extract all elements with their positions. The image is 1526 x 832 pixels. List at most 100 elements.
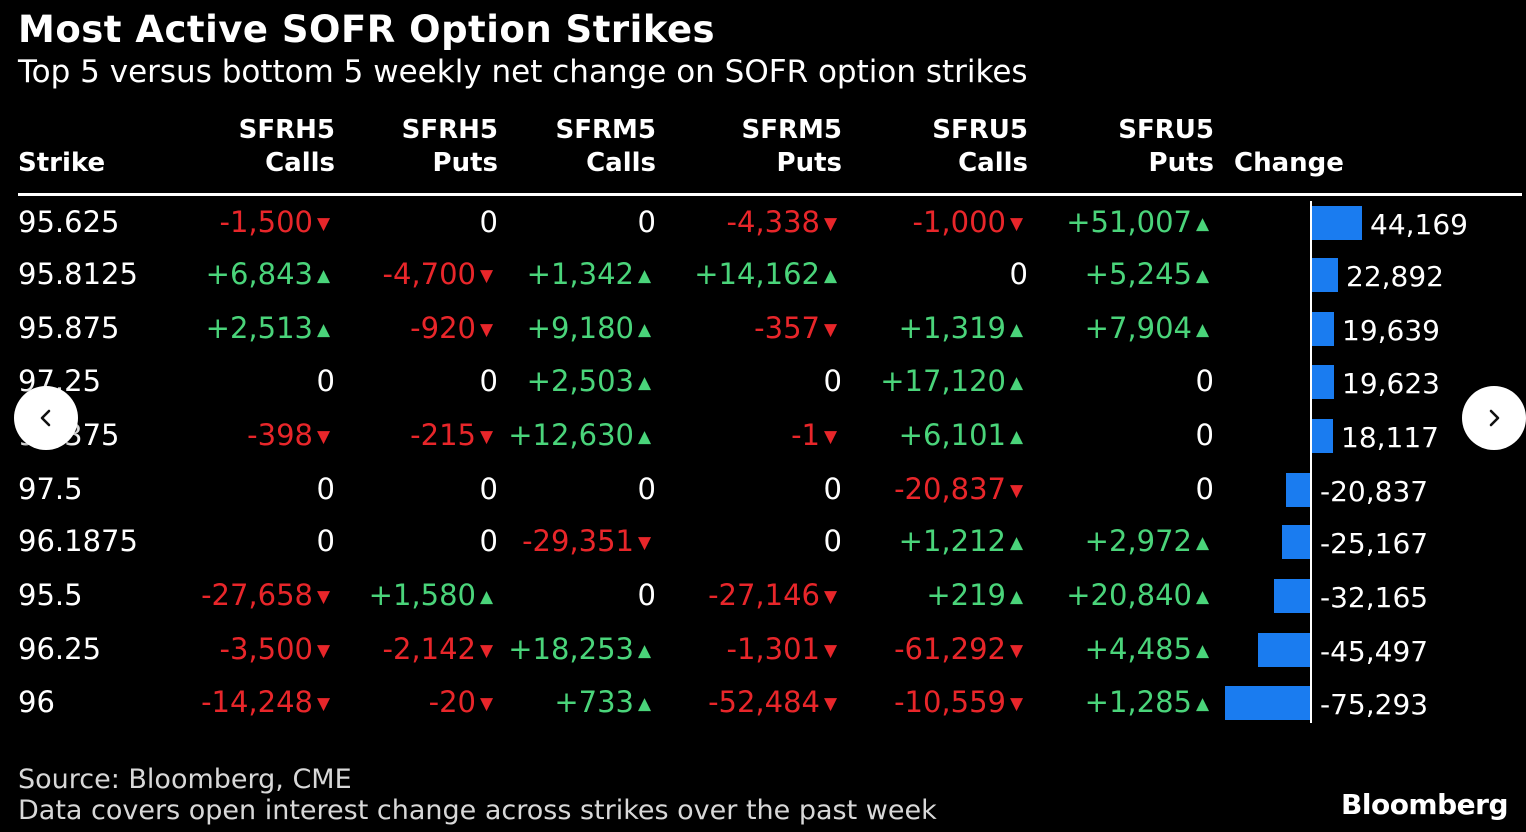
- value-cell: +6,101: [898, 418, 1006, 452]
- value-cell: +1,319: [898, 311, 1006, 345]
- value-cell: -14,248: [201, 685, 313, 719]
- value-cell: 0: [823, 364, 842, 398]
- next-slide-button[interactable]: [1462, 386, 1526, 450]
- header-sfrh5-puts: SFRH5 Puts: [278, 114, 498, 180]
- up-triangle-icon: ▲: [1196, 641, 1210, 661]
- change-bar: [1282, 525, 1310, 559]
- bloomberg-logo: Bloomberg: [1341, 788, 1508, 821]
- down-triangle-icon: ▼: [824, 641, 838, 661]
- up-triangle-icon: ▲: [480, 587, 494, 607]
- value-cell: 0: [637, 205, 656, 239]
- header-strike: Strike: [18, 114, 105, 180]
- chevron-right-icon: [1489, 409, 1500, 427]
- value-cell: +2,513: [205, 311, 313, 345]
- change-label: -25,167: [1320, 527, 1429, 560]
- chart-subtitle: Top 5 versus bottom 5 weekly net change …: [18, 54, 1028, 90]
- header-top-label: SFRM5: [555, 115, 656, 145]
- change-label: -75,293: [1320, 688, 1429, 721]
- change-label: 44,169: [1370, 208, 1468, 241]
- down-triangle-icon: ▼: [824, 694, 838, 714]
- down-triangle-icon: ▼: [1010, 641, 1024, 661]
- up-triangle-icon: ▲: [638, 373, 652, 393]
- change-bar: [1225, 686, 1310, 720]
- change-label: -20,837: [1320, 475, 1429, 508]
- down-triangle-icon: ▼: [480, 320, 494, 340]
- value-cell: +18,253: [508, 632, 634, 666]
- down-triangle-icon: ▼: [480, 641, 494, 661]
- value-cell: +1,212: [898, 524, 1006, 558]
- value-cell: 0: [479, 524, 498, 558]
- down-triangle-icon: ▼: [824, 214, 838, 234]
- change-axis: [1310, 201, 1312, 723]
- value-cell: -1: [791, 418, 820, 452]
- value-cell: -52,484: [708, 685, 820, 719]
- value-cell: -20,837: [894, 472, 1006, 506]
- chart-title: Most Active SOFR Option Strikes: [18, 8, 716, 51]
- value-cell: -1,000: [912, 205, 1007, 239]
- strike-cell: 96: [18, 685, 55, 719]
- up-triangle-icon: ▲: [1010, 373, 1024, 393]
- header-bottom-label: Calls: [586, 148, 656, 178]
- down-triangle-icon: ▼: [480, 427, 494, 447]
- value-cell: 0: [1195, 418, 1214, 452]
- strike-cell: 96.1875: [18, 524, 138, 558]
- up-triangle-icon: ▲: [638, 320, 652, 340]
- up-triangle-icon: ▲: [824, 266, 838, 286]
- header-sfru5-puts: SFRU5 Puts: [994, 114, 1214, 180]
- value-cell: -27,146: [708, 578, 820, 612]
- header-bottom-label: Change: [1234, 148, 1344, 178]
- value-cell: 0: [316, 364, 335, 398]
- change-bar: [1286, 473, 1310, 507]
- change-bar: [1274, 579, 1310, 613]
- down-triangle-icon: ▼: [480, 694, 494, 714]
- value-cell: 0: [479, 472, 498, 506]
- header-sfru5-calls: SFRU5 Calls: [808, 114, 1028, 180]
- value-cell: -215: [410, 418, 476, 452]
- value-cell: +51,007: [1066, 205, 1192, 239]
- up-triangle-icon: ▲: [638, 266, 652, 286]
- strike-cell: 95.625: [18, 205, 120, 239]
- value-cell: +4,485: [1084, 632, 1192, 666]
- change-bar: [1312, 258, 1338, 292]
- strike-cell: 97.5: [18, 472, 83, 506]
- value-cell: 0: [1009, 257, 1028, 291]
- header-bottom-label: Strike: [18, 148, 106, 178]
- value-cell: -61,292: [894, 632, 1006, 666]
- down-triangle-icon: ▼: [824, 427, 838, 447]
- value-cell: +2,972: [1084, 524, 1192, 558]
- value-cell: +2,503: [526, 364, 634, 398]
- down-triangle-icon: ▼: [317, 641, 331, 661]
- change-bar: [1258, 633, 1310, 667]
- header-top-label: [18, 114, 105, 147]
- header-bottom-label: Puts: [432, 148, 498, 178]
- header-bottom-label: Puts: [776, 148, 842, 178]
- value-cell: +1,285: [1084, 685, 1192, 719]
- change-label: -45,497: [1320, 635, 1429, 668]
- value-cell: +219: [926, 578, 1006, 612]
- value-cell: 0: [637, 578, 656, 612]
- strike-cell: 95.5: [18, 578, 83, 612]
- value-cell: +20,840: [1066, 578, 1192, 612]
- strike-cell: 95.8125: [18, 257, 138, 291]
- value-cell: -357: [754, 311, 820, 345]
- value-cell: 0: [823, 472, 842, 506]
- down-triangle-icon: ▼: [317, 427, 331, 447]
- header-top-label: SFRU5: [1118, 115, 1214, 145]
- header-sfrm5-calls: SFRM5 Calls: [436, 114, 656, 180]
- down-triangle-icon: ▼: [638, 533, 652, 553]
- header-sfrm5-puts: SFRM5 Puts: [622, 114, 842, 180]
- up-triangle-icon: ▲: [1196, 533, 1210, 553]
- down-triangle-icon: ▼: [824, 320, 838, 340]
- value-cell: -2,142: [382, 632, 477, 666]
- down-triangle-icon: ▼: [1010, 694, 1024, 714]
- down-triangle-icon: ▼: [824, 587, 838, 607]
- up-triangle-icon: ▲: [1196, 694, 1210, 714]
- up-triangle-icon: ▲: [1010, 320, 1024, 340]
- value-cell: -29,351: [522, 524, 634, 558]
- prev-slide-button[interactable]: [14, 386, 78, 450]
- header-top-label: SFRH5: [401, 115, 498, 145]
- header-top-label: SFRM5: [741, 115, 842, 145]
- chevron-left-icon: [40, 409, 51, 427]
- up-triangle-icon: ▲: [1010, 427, 1024, 447]
- strike-cell: 96.25: [18, 632, 102, 666]
